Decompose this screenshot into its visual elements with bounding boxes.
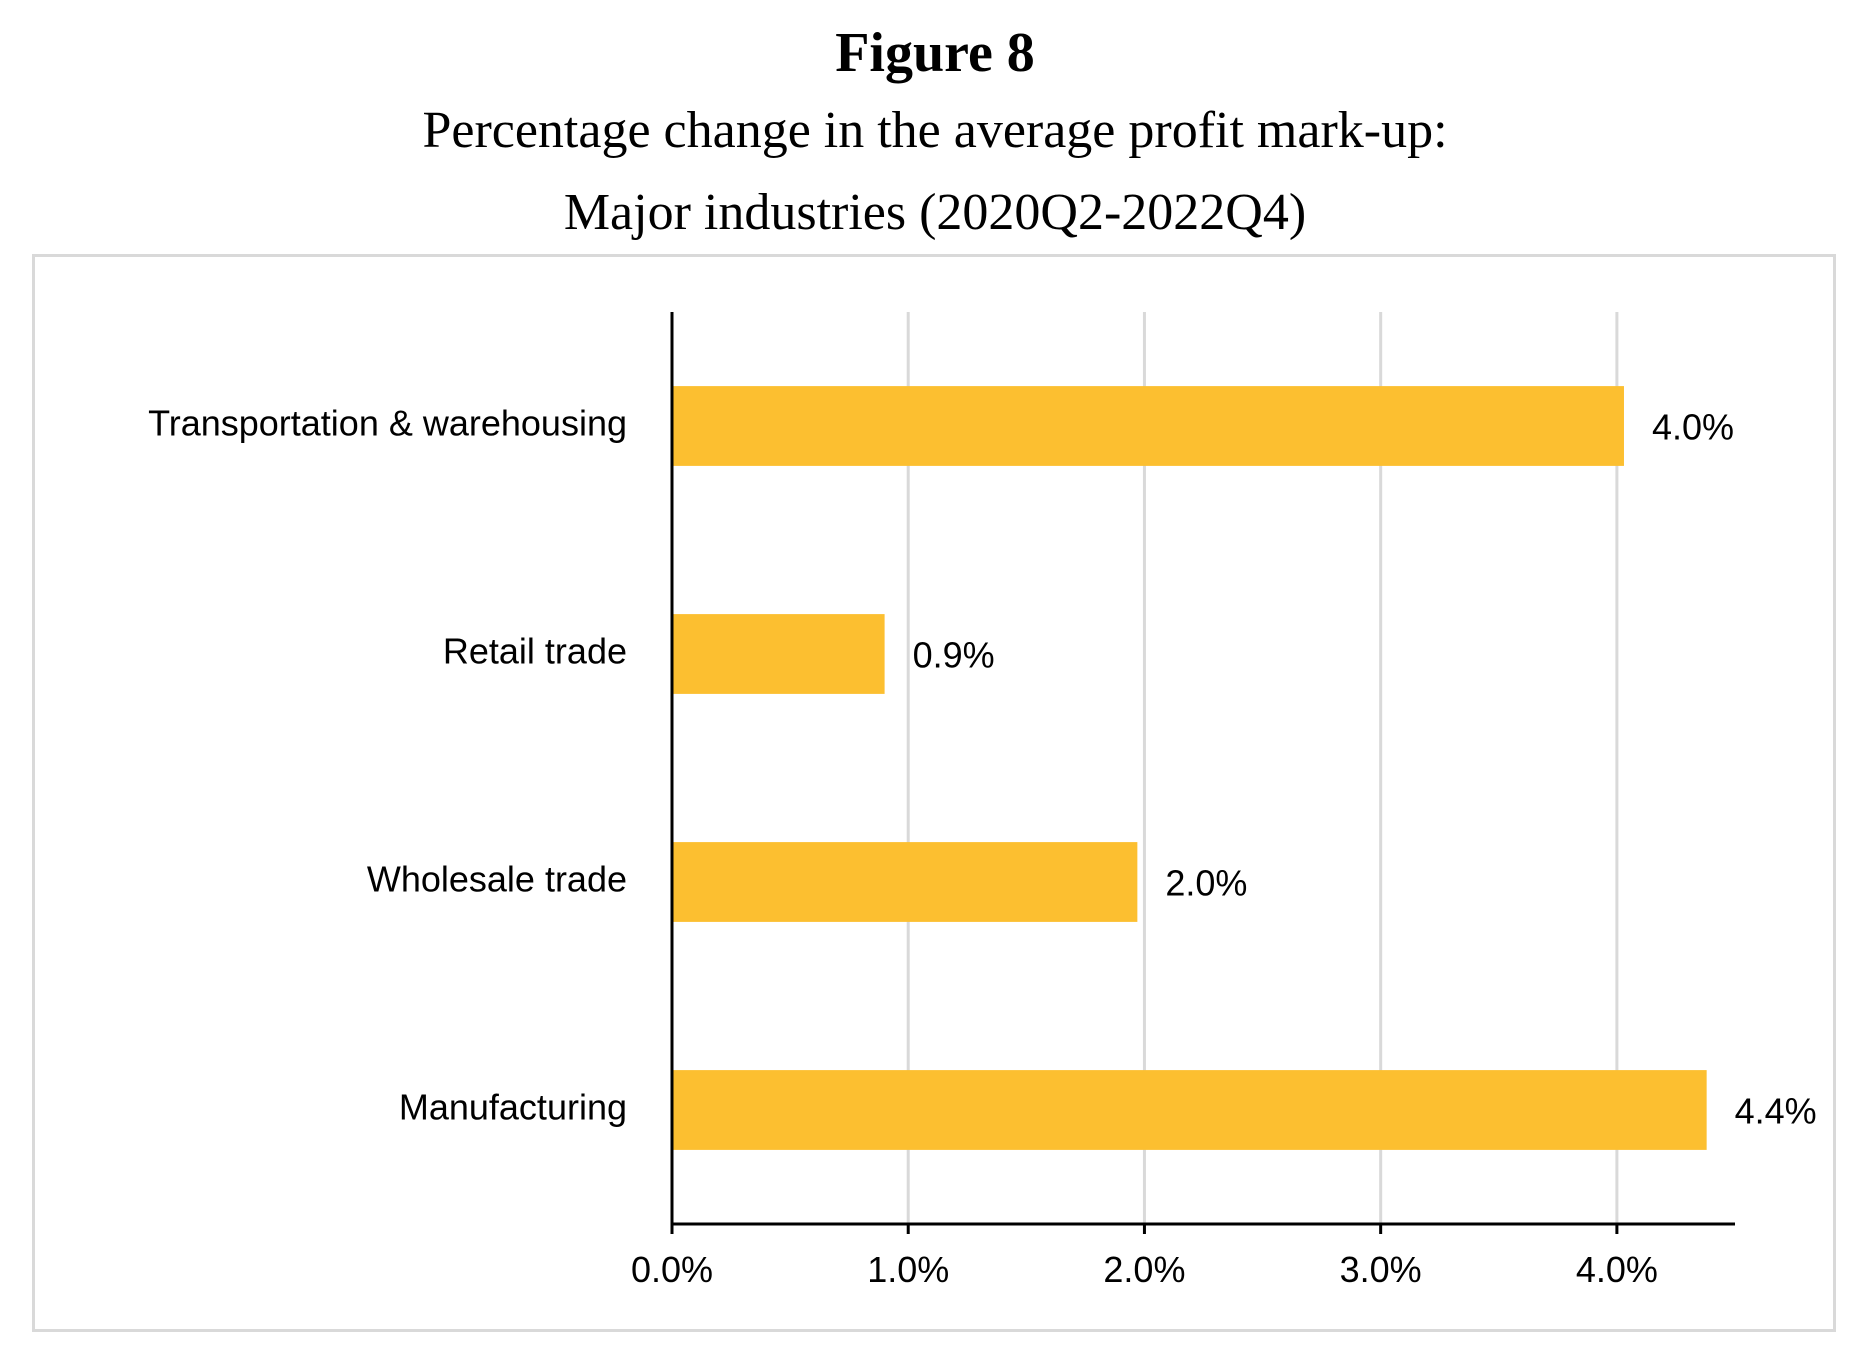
chart-subtitle: Major industries (2020Q2-2022Q4) — [563, 184, 1307, 241]
bar-chart: Transportation & warehousing 4.0% Retail t… — [148, 312, 1817, 1290]
data-label: 4.0% — [1652, 407, 1734, 448]
bar — [672, 842, 1138, 922]
chart-title: Percentage change in the average profit … — [422, 102, 1448, 159]
bar — [672, 1070, 1707, 1150]
x-tick-label: 0.0% — [631, 1249, 713, 1290]
figure-label: Figure 8 — [835, 22, 1035, 84]
x-tick-label: 3.0% — [1340, 1249, 1422, 1290]
bar — [672, 386, 1624, 466]
x-tick-label: 4.0% — [1576, 1249, 1658, 1290]
bars — [672, 386, 1707, 1150]
labels: Transportation & warehousing 4.0% Retail t… — [148, 403, 1817, 1290]
data-label: 0.9% — [913, 635, 995, 676]
category-label: Retail trade — [443, 631, 627, 672]
category-label: Manufacturing — [399, 1087, 627, 1128]
data-label: 2.0% — [1165, 863, 1247, 904]
x-tick-label: 1.0% — [867, 1249, 949, 1290]
category-label: Wholesale trade — [367, 859, 627, 900]
axes — [670, 312, 1735, 1234]
category-label: Transportation & warehousing — [148, 403, 627, 444]
bar — [672, 614, 885, 694]
x-tick-label: 2.0% — [1103, 1249, 1185, 1290]
chart-frame: Transportation & warehousing 4.0% Retail t… — [32, 254, 1836, 1332]
data-label: 4.4% — [1735, 1091, 1817, 1132]
